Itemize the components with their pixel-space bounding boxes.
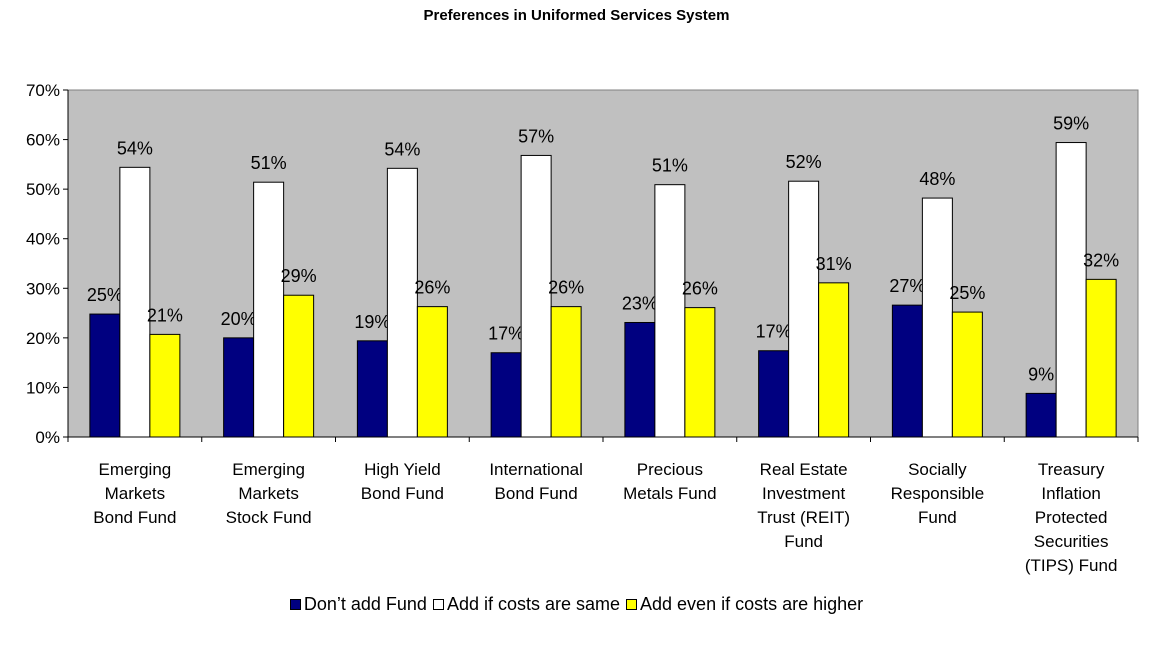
bar xyxy=(490,352,522,438)
data-label: 51% xyxy=(251,153,287,173)
legend-entry: Add even if costs are higher xyxy=(626,594,863,615)
bar xyxy=(550,306,582,438)
x-tick-label: Responsible xyxy=(891,484,985,503)
data-label: 26% xyxy=(548,278,584,298)
bar xyxy=(921,197,953,438)
data-label: 32% xyxy=(1083,250,1119,270)
legend-swatch xyxy=(432,599,444,610)
data-label: 54% xyxy=(384,139,420,159)
y-tick-label: 10% xyxy=(26,378,60,397)
data-label: 26% xyxy=(414,278,450,298)
x-tick-label: Investment xyxy=(762,484,845,503)
legend-label: Add even if costs are higher xyxy=(640,594,864,614)
x-tick-label: Precious xyxy=(637,460,703,479)
x-tick-label: Stock Fund xyxy=(226,508,312,527)
x-tick-label: Fund xyxy=(918,508,957,527)
data-label: 48% xyxy=(919,169,955,189)
bar xyxy=(223,337,255,438)
legend-label: Add if costs are same xyxy=(446,594,621,614)
legend-entry: Don’t add Fund xyxy=(289,594,427,615)
bar xyxy=(89,313,121,438)
bar xyxy=(788,180,820,438)
bar xyxy=(891,304,923,438)
legend-entry: Add if costs are same xyxy=(432,594,621,615)
data-label: 27% xyxy=(889,276,925,296)
data-label: 29% xyxy=(281,266,317,286)
data-label: 31% xyxy=(816,254,852,274)
y-tick-label: 60% xyxy=(26,131,60,150)
bar xyxy=(1055,142,1087,438)
data-label: 51% xyxy=(652,156,688,176)
x-tick-label: Emerging xyxy=(98,460,171,479)
x-tick-label: International xyxy=(489,460,583,479)
data-label: 25% xyxy=(949,283,985,303)
x-tick-label: Treasury xyxy=(1038,460,1105,479)
chart-title: Preferences in Uniformed Services System xyxy=(423,7,730,24)
x-tick-label: Bond Fund xyxy=(495,484,578,503)
bar xyxy=(386,167,418,438)
data-label: 52% xyxy=(786,152,822,172)
x-tick-label: Securities xyxy=(1034,532,1109,551)
x-tick-label: Trust (REIT) xyxy=(757,508,850,527)
bar xyxy=(149,333,181,438)
bar xyxy=(283,294,315,438)
bar xyxy=(624,321,656,438)
x-tick-label: Emerging xyxy=(232,460,305,479)
x-tick-label: (TIPS) Fund xyxy=(1025,556,1118,575)
bar xyxy=(1085,278,1117,438)
x-tick-label: Real Estate xyxy=(760,460,848,479)
legend-label: Don’t add Fund xyxy=(303,594,427,614)
bar xyxy=(416,306,448,438)
bar xyxy=(758,350,790,438)
x-tick-label: Fund xyxy=(784,532,823,551)
legend-swatch xyxy=(289,599,301,610)
bar xyxy=(654,184,686,438)
data-label: 25% xyxy=(87,285,123,305)
data-label: 17% xyxy=(756,322,792,342)
bar xyxy=(356,340,388,438)
x-tick-label: Inflation xyxy=(1041,484,1101,503)
bar xyxy=(818,282,850,438)
bar xyxy=(951,311,983,438)
data-label: 26% xyxy=(682,279,718,299)
bar xyxy=(1025,392,1057,438)
data-label: 21% xyxy=(147,305,183,325)
x-tick-label: Markets xyxy=(238,484,298,503)
data-label: 19% xyxy=(354,312,390,332)
x-tick-label: Bond Fund xyxy=(361,484,444,503)
bar xyxy=(520,154,552,438)
y-tick-label: 30% xyxy=(26,279,60,298)
data-label: 9% xyxy=(1028,364,1054,384)
x-tick-label: Metals Fund xyxy=(623,484,717,503)
data-label: 57% xyxy=(518,126,554,146)
x-tick-label: Socially xyxy=(908,460,967,479)
data-label: 20% xyxy=(221,309,257,329)
x-tick-label: Markets xyxy=(105,484,165,503)
data-label: 17% xyxy=(488,324,524,344)
bar xyxy=(119,166,151,438)
x-tick-label: Bond Fund xyxy=(93,508,176,527)
data-label: 59% xyxy=(1053,114,1089,134)
legend-swatch xyxy=(626,599,638,610)
data-label: 54% xyxy=(117,138,153,158)
plot-area: 0% 10% 20% 30% 40% 50% 60% 70% 25% 54% 21% Emerging… xyxy=(26,81,1139,575)
legend: Don’t add Fund Add if costs are same Add e… xyxy=(0,594,1153,615)
bar xyxy=(253,181,285,438)
x-tick-label: High Yield xyxy=(364,460,441,479)
y-tick-label: 70% xyxy=(26,81,60,100)
x-tick-label: Protected xyxy=(1035,508,1108,527)
y-tick-label: 40% xyxy=(26,230,60,249)
y-tick-label: 50% xyxy=(26,180,60,199)
y-tick-label: 20% xyxy=(26,329,60,348)
data-label: 23% xyxy=(622,293,658,313)
y-tick-label: 0% xyxy=(35,428,60,447)
bar xyxy=(684,307,716,438)
